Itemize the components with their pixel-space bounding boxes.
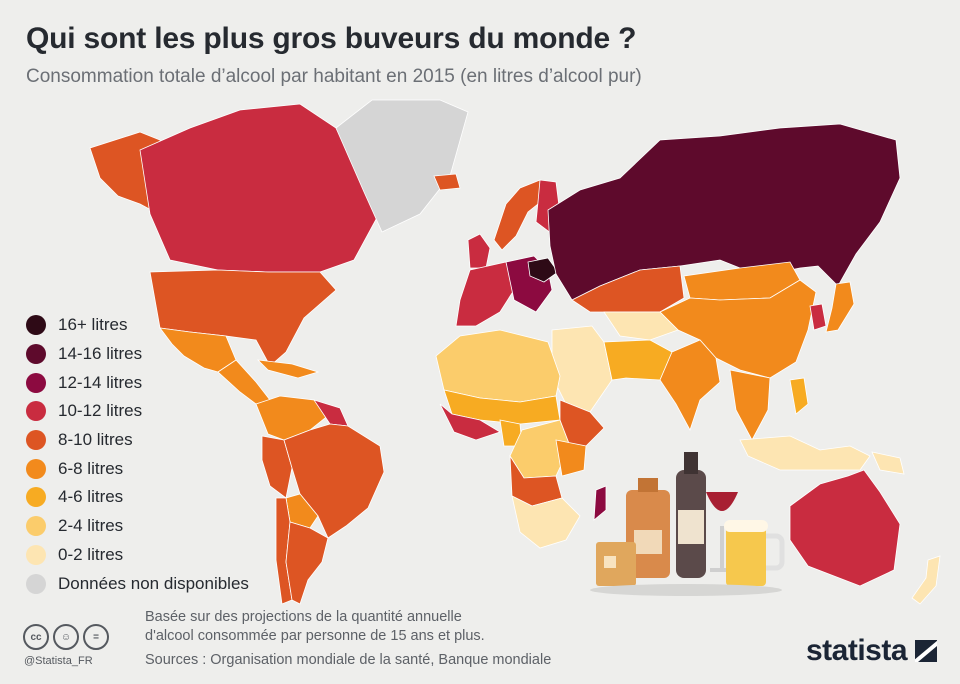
map-region-belarus-lithuania: Belarus / Lithuania (527, 257, 559, 283)
wine-glass-icon (706, 492, 738, 511)
map-region-southern-africa: Madagascar (511, 495, 581, 549)
license-icons: cc ☺ = (23, 624, 109, 650)
map-region-uganda-tanzania: Angola / Zambia (555, 439, 587, 477)
legend-item: Données non disponibles (26, 569, 249, 598)
legend-label: 6-8 litres (58, 458, 124, 478)
map-region-new-zealand: Papua New Guinea (911, 555, 941, 605)
map-region-southeast-asia: Southeast Asia (729, 369, 771, 441)
legend-label: 4-6 litres (58, 487, 124, 507)
legend-swatch (26, 315, 46, 336)
beer-mug-icon (726, 524, 766, 586)
map-region-kazakhstan: Kazakhstan (571, 265, 685, 313)
legend-swatch (26, 573, 46, 594)
map-region-argentina: Argentina (285, 521, 329, 605)
legend-item: 8-10 litres (26, 426, 249, 455)
legend-item: 2-4 litres (26, 512, 249, 541)
social-handle[interactable]: @Statista_FR (24, 655, 93, 667)
legend-item: 16+ litres (26, 311, 249, 340)
legend-label: 14-16 litres (58, 344, 143, 364)
map-region-madagascar: Australia (593, 485, 607, 521)
legend-item: 12-14 litres (26, 368, 249, 397)
footnote-line: d'alcool consommée par personne de 15 an… (145, 628, 485, 644)
map-region-iceland: Iceland (433, 173, 461, 191)
attribution-icon: ☺ (53, 624, 79, 650)
legend-swatch (26, 344, 46, 365)
legend-label: 16+ litres (58, 315, 128, 335)
legend-label: 0-2 litres (58, 544, 124, 564)
page-title: Qui sont les plus gros buveurs du monde … (26, 22, 637, 55)
footnote: Basée sur des projections de la quantité… (145, 608, 485, 646)
map-region-philippines: Philippines (789, 377, 809, 415)
legend-label: 10-12 litres (58, 401, 143, 421)
legend-label: Données non disponibles (58, 573, 249, 593)
map-region-central-asia: Middle East (603, 311, 679, 341)
legend-swatch (26, 487, 46, 508)
map-region-caribbean: Caribbean (256, 359, 320, 379)
map-region-western-europe: Western Europe (455, 261, 515, 327)
legend-swatch (26, 372, 46, 393)
legend-item: 4-6 litres (26, 483, 249, 512)
map-region-north-africa: Sahel (435, 329, 561, 403)
page-subtitle: Consommation totale d’alcool par habitan… (26, 66, 642, 87)
map-region-colombia-venezuela: Colombia / Venezuela (255, 395, 331, 441)
map-region-canada: Canada (139, 103, 381, 273)
legend-item: 14-16 litres (26, 340, 249, 369)
map-region-uk-ireland: UK / Ireland (467, 233, 491, 269)
legend-item: 6-8 litres (26, 454, 249, 483)
map-region-australia: New Zealand (789, 469, 901, 587)
footnote-line: Basée sur des projections de la quantité… (145, 609, 462, 625)
sources: Sources : Organisation mondiale de la sa… (145, 652, 552, 668)
map-region-korea: Korea (809, 303, 827, 331)
legend-label: 12-14 litres (58, 372, 143, 392)
statista-logo[interactable]: statista (806, 634, 938, 668)
no-derivatives-icon: = (83, 624, 109, 650)
map-region-middle-east: Iran / Afghanistan (551, 325, 613, 413)
map-region-iran-afghanistan: Central Asia (603, 339, 673, 381)
drinks-illustration (590, 452, 785, 596)
legend-label: 8-10 litres (58, 430, 133, 450)
map-region-india: India (659, 339, 721, 432)
legend-item: 0-2 litres (26, 541, 249, 570)
creative-commons-icon: cc (23, 624, 49, 650)
map-region-west-africa: Nigeria (439, 403, 501, 441)
legend-swatch (26, 544, 46, 565)
statista-mark-icon (915, 640, 938, 662)
map-region-papua-new-guinea: North Africa (871, 451, 905, 475)
legend-swatch (26, 430, 46, 451)
legend-swatch (26, 401, 46, 422)
legend-swatch (26, 458, 46, 479)
legend-item: 10-12 litres (26, 397, 249, 426)
legend-label: 2-4 litres (58, 516, 124, 536)
map-legend: 16+ litres 14-16 litres 12-14 litres 10-… (26, 311, 249, 598)
map-region-japan: Japan (825, 281, 855, 333)
brand-wordmark: statista (806, 634, 908, 667)
legend-swatch (26, 516, 46, 537)
map-region-indonesia-malaysia: Indonesia / Malaysia (739, 435, 871, 471)
